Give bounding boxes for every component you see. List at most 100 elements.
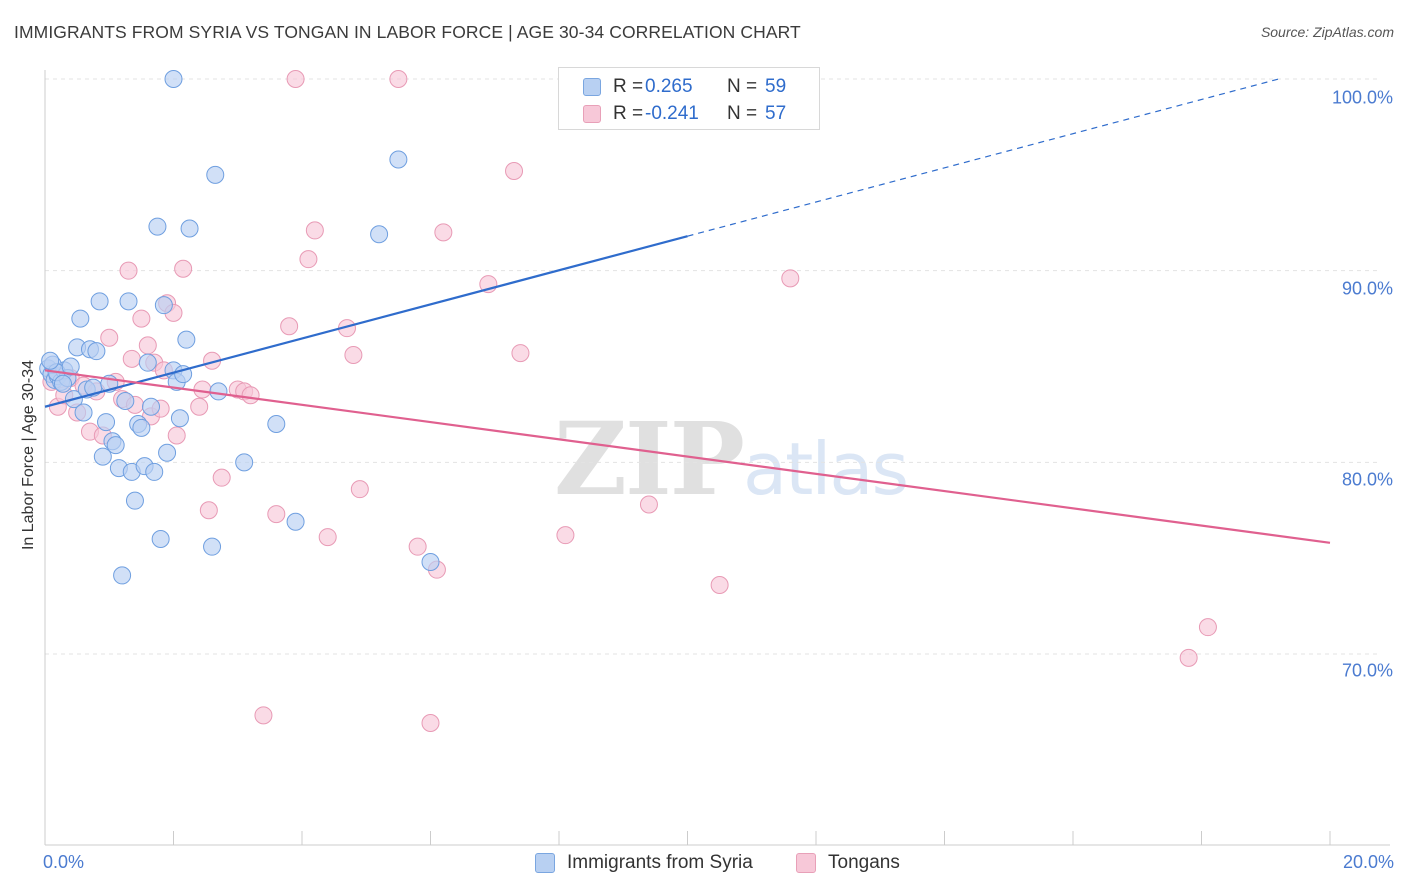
r-value: -0.241 [645,103,699,124]
syria-swatch [583,78,601,96]
syria-point [71,309,90,328]
tongan-point [318,528,337,547]
source-label: Source: ZipAtlas.com [1260,24,1394,40]
legend-item-syria[interactable]: Immigrants from Syria [535,852,753,874]
syria-point [154,296,173,315]
syria-point [286,512,305,531]
tongan-point [511,344,530,363]
syria-point [180,219,199,238]
tongan-point [556,526,575,545]
syria-point [125,491,144,510]
tongan-point [350,480,369,499]
syria-point [164,70,183,88]
syria-trend-line [44,235,688,408]
x-tick-label-min: 0.0% [43,852,85,872]
syria-point [116,392,135,410]
tongan-trend-line [44,369,1331,544]
r-label: R = [613,103,644,124]
y-tick-label-90: 90.0% [1341,278,1393,299]
x-tick-label-max: 20.0% [1342,852,1394,872]
syria-point [151,530,170,548]
syria-point [209,382,228,401]
data-points [39,70,1217,732]
syria-point [145,462,164,481]
syria-point [132,418,151,437]
syria-point [138,353,157,372]
tongan-point [193,380,212,399]
legend-item-tongans[interactable]: Tongans [796,852,900,874]
watermark-atlas: atlas [742,427,909,511]
tongan-point [132,309,151,328]
r-value: 0.265 [645,76,693,97]
tongan-point [190,397,209,416]
syria-point [90,292,109,311]
syria-point [74,403,93,422]
legend-label-tongans: Tongans [828,852,900,873]
tongan-point [421,714,440,732]
y-axis-title: In Labor Force | Age 30-34 [20,359,37,551]
tongan-point [1198,618,1217,637]
y-tick-label-100: 100.0% [1331,87,1393,108]
tongan-point [434,223,453,242]
trend-lines [44,78,1331,544]
axes [44,70,1390,846]
legend-label-syria: Immigrants from Syria [567,852,753,873]
syria-point [206,165,225,184]
tongan-point [199,501,218,520]
tongan-point [100,328,119,347]
tongan-point [212,468,231,487]
syria-point [421,553,440,571]
syria-point [53,374,72,393]
tongan-point [254,706,273,725]
stats-row-syria: R = 0.265 N = 59 [583,74,786,100]
tongan-point [174,259,193,278]
y-tick-label-70: 70.0% [1341,660,1393,681]
tongan-point [639,495,658,514]
syria-point [389,150,408,169]
syria-point [370,225,389,244]
y-tick-label-80: 80.0% [1341,469,1393,490]
tongan-point [710,576,729,594]
tongan-point [505,162,524,180]
tongan-point [344,346,363,364]
tongan-point [167,426,186,445]
tongan-point [408,537,427,556]
tongan-point [119,261,138,280]
r-label: R = [613,76,644,97]
syria-point [61,357,80,376]
n-value: 57 [765,103,787,124]
n-label: N = [727,103,758,124]
syria-point [97,413,116,432]
stats-box: R = 0.265 N = 59 R = -0.241 N = 57 [558,67,820,130]
syria-point [113,566,132,585]
tongan-swatch [583,105,601,123]
n-value: 59 [765,76,787,97]
tongan-point [305,221,324,240]
syria-point [93,447,112,466]
syria-point [170,409,189,428]
n-label: N = [727,76,758,97]
syria-point [142,397,161,416]
tongan-legend-swatch [796,853,816,873]
syria-point [41,351,60,370]
tongan-point [241,386,260,405]
tongan-point [299,250,318,269]
tongan-point [1179,648,1198,667]
syria-point [106,436,125,455]
syria-point [119,292,138,311]
tongan-point [122,349,141,368]
syria-point [87,342,106,361]
tongan-point [389,70,408,88]
syria-point [158,443,177,462]
chart-title: IMMIGRANTS FROM SYRIA VS TONGAN IN LABOR… [14,22,801,42]
syria-point [235,453,254,472]
tongan-point [267,505,286,524]
syria-point [177,330,196,349]
grid-lines [45,78,1380,655]
tongan-point [286,70,305,88]
tongan-point [138,336,157,355]
stats-row-tongan: R = -0.241 N = 57 [583,101,786,127]
tongan-point [781,269,800,288]
syria-point [148,217,167,236]
